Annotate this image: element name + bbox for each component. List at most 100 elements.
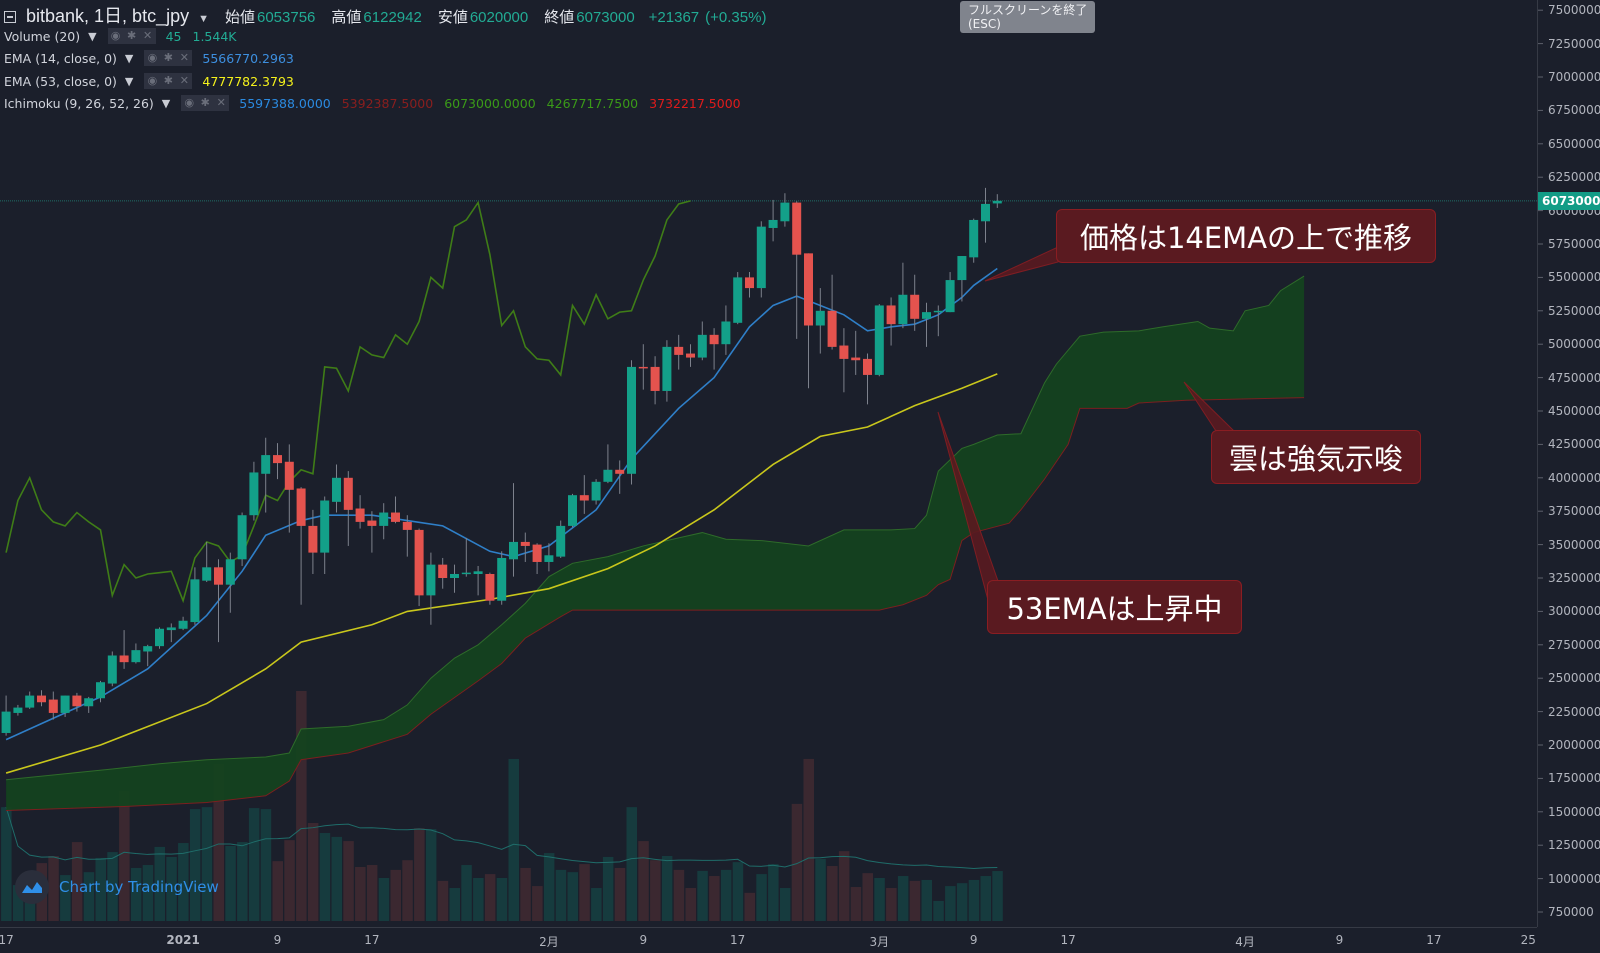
- eye-icon[interactable]: ◉: [107, 28, 124, 44]
- candle: [273, 443, 282, 480]
- price-tick-label: 3750000: [1548, 504, 1600, 519]
- chevron-down-icon[interactable]: ▼: [124, 74, 134, 88]
- volume-bar: [12, 885, 24, 921]
- candle: [96, 680, 105, 703]
- callout-pointers: [937, 246, 1236, 602]
- chevron-down-icon[interactable]: ▼: [124, 51, 134, 65]
- candle-body: [426, 564, 436, 596]
- candle-body: [284, 461, 294, 490]
- indicator-legend-row[interactable]: EMA (14, close, 0) ▼ ◉ ✱ ✕ 5566770.2963: [4, 50, 300, 66]
- indicator-legend-row[interactable]: Volume (20) ▼ ◉ ✱ ✕ 45 1.544K: [4, 28, 242, 44]
- candle-body: [166, 627, 176, 631]
- candle: [391, 496, 400, 524]
- eye-icon[interactable]: ◉: [144, 73, 161, 89]
- volume-bar: [237, 842, 248, 921]
- candle-body: [591, 481, 601, 501]
- collapse-icon[interactable]: [4, 11, 16, 23]
- lagging-span-line: [5, 200, 691, 604]
- candle-body: [308, 525, 318, 553]
- candle: [237, 512, 247, 566]
- volume-bar: [685, 888, 696, 921]
- tradingview-watermark[interactable]: Chart by TradingView: [15, 870, 219, 904]
- indicator-name[interactable]: EMA (53, close, 0): [4, 73, 117, 89]
- candle-body: [37, 695, 46, 703]
- gear-icon[interactable]: ✱: [123, 28, 140, 44]
- indicator-legend-row[interactable]: EMA (53, close, 0) ▼ ◉ ✱ ✕ 4777782.3793: [4, 73, 300, 89]
- candle-body: [638, 366, 648, 369]
- candle: [485, 572, 495, 605]
- close-icon[interactable]: ✕: [139, 28, 156, 44]
- volume-bar: [461, 865, 472, 921]
- volume-bar: [815, 858, 826, 921]
- volume-bar: [744, 892, 755, 921]
- candle: [119, 630, 129, 669]
- callout-ema14: 価格は14EMAの上で推移: [1056, 209, 1436, 263]
- candle: [933, 305, 943, 337]
- candles: [1, 187, 1002, 736]
- candle: [792, 201, 802, 339]
- close-icon[interactable]: ✕: [176, 73, 193, 89]
- volume-bar: [992, 871, 1003, 921]
- price-tick-label: 1000000: [1548, 871, 1600, 886]
- candle-body: [214, 567, 223, 585]
- indicator-value: 5392387.5000: [341, 95, 434, 111]
- volume-bar: [591, 888, 602, 921]
- gear-icon[interactable]: ✱: [197, 95, 214, 111]
- candle: [402, 515, 412, 557]
- symbol-title[interactable]: bitbank, 1日, btc_jpy: [26, 6, 190, 26]
- candle: [815, 288, 825, 354]
- candle-body: [72, 695, 82, 707]
- time-tick-label: 17: [364, 933, 380, 947]
- candle-body: [898, 294, 908, 325]
- candle: [284, 444, 294, 533]
- candle: [886, 297, 896, 346]
- eye-icon[interactable]: ◉: [181, 95, 198, 111]
- close-icon[interactable]: ✕: [213, 95, 230, 111]
- indicator-name[interactable]: Volume (20): [4, 28, 81, 44]
- time-tick-label: 17: [1426, 933, 1442, 947]
- candle: [84, 696, 94, 713]
- candle: [686, 344, 695, 367]
- ichimoku-cloud: [6, 275, 1305, 811]
- candle: [355, 495, 365, 529]
- candle: [60, 695, 70, 717]
- open-value: 6053756: [257, 9, 316, 26]
- candle-body: [509, 541, 518, 560]
- candle: [957, 256, 967, 302]
- candle-body: [438, 564, 448, 578]
- indicator-value: 5597388.0000: [239, 95, 331, 111]
- gear-icon[interactable]: ✱: [160, 50, 177, 66]
- candle: [969, 218, 979, 263]
- candle: [721, 305, 731, 355]
- volume-bar: [95, 857, 106, 921]
- candle: [37, 690, 46, 707]
- tooltip-text: フルスクリーンを終了: [968, 3, 1088, 17]
- candle-body: [60, 695, 70, 713]
- gear-icon[interactable]: ✱: [160, 73, 177, 89]
- candle: [874, 304, 884, 377]
- chevron-down-icon[interactable]: ▼: [88, 29, 97, 43]
- candle-body: [768, 219, 778, 228]
- close-icon[interactable]: ✕: [176, 50, 193, 66]
- eye-icon[interactable]: ◉: [144, 50, 161, 66]
- candle: [13, 704, 23, 716]
- candle-body: [532, 544, 542, 562]
- volume-bar: [791, 803, 803, 921]
- volume-bar: [980, 876, 991, 921]
- candle-body: [851, 357, 861, 361]
- candle-body: [544, 555, 554, 562]
- chevron-down-icon[interactable]: ▼: [161, 96, 171, 110]
- indicator-name[interactable]: Ichimoku (9, 26, 52, 26): [4, 95, 154, 111]
- candle: [556, 520, 566, 558]
- candle: [638, 344, 648, 390]
- candle-body: [402, 521, 412, 530]
- indicator-legend-row[interactable]: Ichimoku (9, 26, 52, 26) ▼ ◉ ✱ ✕ 5597388.0000…: [4, 95, 747, 111]
- candle: [780, 193, 790, 227]
- candle-body: [886, 305, 896, 325]
- chevron-down-icon[interactable]: ▼: [198, 13, 209, 25]
- indicator-name[interactable]: EMA (14, close, 0): [4, 50, 117, 66]
- candle: [922, 302, 931, 347]
- exit-fullscreen-tooltip[interactable]: フルスクリーンを終了 (ESC): [960, 1, 1096, 33]
- candle-body: [922, 312, 931, 319]
